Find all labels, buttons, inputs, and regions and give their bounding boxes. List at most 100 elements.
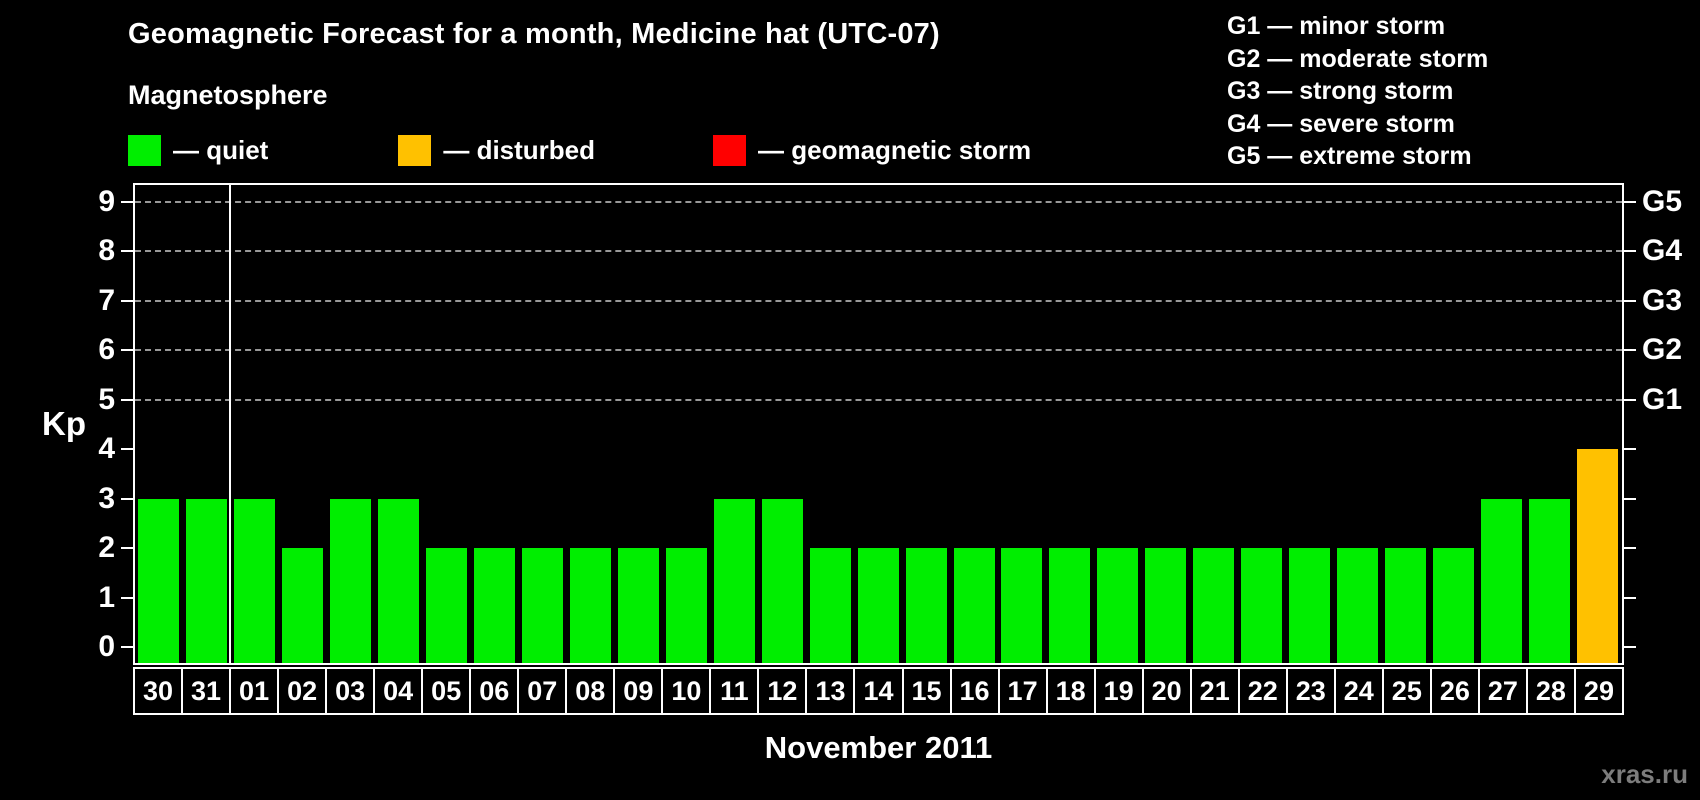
y-tick-label-8: 8 bbox=[98, 234, 115, 268]
right-axis-label-g5: G5 bbox=[1642, 185, 1683, 219]
y-tick-left-6 bbox=[121, 349, 133, 352]
chart-title: Geomagnetic Forecast for a month, Medici… bbox=[128, 18, 940, 50]
y-tick-label-9: 9 bbox=[98, 185, 115, 219]
storm-scale-row-g1: G1 — minor storm bbox=[1227, 12, 1446, 40]
bar-day-26 bbox=[1433, 548, 1475, 663]
y-tick-left-3 bbox=[121, 497, 133, 500]
bar-day-13 bbox=[809, 548, 851, 663]
y-tick-right-3 bbox=[1624, 497, 1636, 500]
bar-day-31 bbox=[186, 498, 227, 663]
day-label-29: 29 bbox=[1583, 675, 1614, 706]
storm-scale-legend: G1 — minor storm G2 — moderate storm G3 — … bbox=[1227, 10, 1488, 173]
y-tick-right-7 bbox=[1624, 299, 1636, 302]
bar-day-29 bbox=[1577, 449, 1618, 663]
bar-day-12 bbox=[761, 498, 803, 663]
disturbed-swatch bbox=[398, 134, 432, 166]
plot-area bbox=[133, 183, 1624, 665]
y-tick-left-7 bbox=[121, 299, 133, 302]
magnetosphere-label: Magnetosphere bbox=[128, 80, 328, 110]
gridline-kp7 bbox=[135, 299, 1622, 302]
day-label-15: 15 bbox=[904, 669, 952, 713]
legend-label-storm: — geomagnetic storm bbox=[758, 134, 1032, 165]
day-label-20: 20 bbox=[1144, 669, 1192, 713]
bar-day-28 bbox=[1529, 498, 1571, 663]
day-label-05: 05 bbox=[423, 669, 472, 713]
day-label-31: 31 bbox=[183, 669, 232, 713]
legend: — quiet — disturbed — geomagnetic storm bbox=[128, 131, 1031, 169]
gridline-kp5 bbox=[135, 398, 1622, 401]
day-label-04: 04 bbox=[375, 669, 424, 713]
storm-swatch bbox=[713, 134, 747, 166]
day-label-26: 26 bbox=[1432, 669, 1480, 713]
gridline-kp9 bbox=[135, 201, 1622, 204]
y-tick-left-0 bbox=[121, 646, 133, 648]
bar-day-16 bbox=[953, 548, 995, 663]
day-label-08: 08 bbox=[567, 669, 616, 713]
storm-scale-row-g2: G2 — moderate storm bbox=[1227, 44, 1489, 73]
bar-day-08 bbox=[569, 548, 611, 663]
day-label-17: 17 bbox=[1000, 669, 1048, 713]
month-separator-line bbox=[229, 185, 232, 663]
y-tick-right-9 bbox=[1624, 201, 1636, 204]
day-label-07: 07 bbox=[519, 669, 568, 713]
bar-day-24 bbox=[1337, 548, 1379, 663]
day-label-01: 01 bbox=[231, 669, 280, 713]
storm-scale-row-g4: G4 — severe storm bbox=[1227, 109, 1455, 138]
y-axis-title: Kp bbox=[42, 404, 86, 442]
day-label-30: 30 bbox=[135, 669, 184, 713]
bar-day-05 bbox=[425, 548, 467, 663]
y-tick-left-4 bbox=[121, 448, 133, 451]
y-tick-label-7: 7 bbox=[98, 283, 115, 317]
y-tick-left-2 bbox=[121, 547, 133, 550]
legend-item-disturbed: — disturbed bbox=[398, 134, 595, 166]
bar-day-30 bbox=[138, 498, 179, 663]
day-axis-row: 30 31 01 02 03 04 05 06 07 08 09 10 11 12 13 14 15 16 17 18… bbox=[133, 667, 1624, 715]
bar-day-14 bbox=[857, 548, 899, 663]
day-label-09: 09 bbox=[615, 669, 664, 713]
right-axis-label-g1: G1 bbox=[1642, 382, 1683, 416]
gridline-kp8 bbox=[135, 250, 1622, 253]
storm-scale-row-g5: G5 — extreme storm bbox=[1227, 142, 1472, 170]
bar-day-15 bbox=[905, 548, 947, 663]
legend-item-storm: — geomagnetic storm bbox=[713, 134, 1032, 166]
day-label-10: 10 bbox=[663, 669, 712, 713]
bar-day-01 bbox=[233, 498, 275, 663]
right-axis-label-g3: G3 bbox=[1642, 283, 1683, 317]
legend-item-quiet: — quiet bbox=[128, 134, 269, 166]
y-tick-label-5: 5 bbox=[98, 382, 115, 416]
day-label-21: 21 bbox=[1192, 669, 1240, 713]
day-label-06: 06 bbox=[471, 669, 520, 713]
y-tick-label-6: 6 bbox=[98, 333, 115, 367]
storm-scale-row-g3: G3 — strong storm bbox=[1227, 77, 1454, 105]
day-label-19: 19 bbox=[1096, 669, 1144, 713]
y-tick-right-5 bbox=[1624, 398, 1636, 401]
bar-day-19 bbox=[1097, 548, 1139, 663]
bar-day-22 bbox=[1241, 548, 1283, 663]
day-label-13: 13 bbox=[807, 669, 856, 713]
legend-label-quiet: — quiet bbox=[173, 134, 269, 165]
y-tick-label-3: 3 bbox=[98, 481, 115, 515]
day-label-11: 11 bbox=[711, 669, 760, 713]
y-tick-right-8 bbox=[1624, 250, 1636, 253]
day-label-14: 14 bbox=[855, 669, 904, 713]
bar-day-03 bbox=[329, 498, 371, 663]
bar-day-04 bbox=[377, 498, 419, 663]
bar-day-21 bbox=[1193, 548, 1235, 663]
x-axis-title: November 2011 bbox=[764, 730, 993, 765]
day-label-03: 03 bbox=[327, 669, 376, 713]
y-tick-left-1 bbox=[121, 596, 133, 599]
bar-day-07 bbox=[521, 548, 563, 663]
y-tick-left-5 bbox=[121, 398, 133, 401]
y-tick-right-1 bbox=[1624, 596, 1636, 599]
bar-day-23 bbox=[1289, 548, 1331, 663]
y-tick-right-2 bbox=[1624, 547, 1636, 550]
y-tick-label-4: 4 bbox=[98, 432, 115, 466]
y-tick-right-0 bbox=[1624, 646, 1636, 648]
day-label-23: 23 bbox=[1288, 669, 1336, 713]
day-label-25: 25 bbox=[1384, 669, 1432, 713]
bar-day-27 bbox=[1481, 498, 1523, 663]
bar-day-06 bbox=[473, 548, 515, 663]
day-label-24: 24 bbox=[1336, 669, 1384, 713]
right-axis-label-g2: G2 bbox=[1642, 333, 1683, 367]
